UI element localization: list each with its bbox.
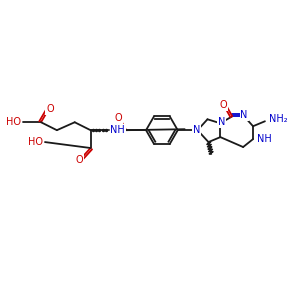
Text: NH: NH: [110, 125, 125, 135]
Text: NH: NH: [257, 134, 272, 144]
Text: O: O: [76, 155, 83, 165]
Text: N: N: [193, 125, 200, 135]
Text: O: O: [46, 104, 54, 114]
Text: NH₂: NH₂: [269, 114, 287, 124]
Text: N: N: [218, 117, 225, 127]
Text: HO: HO: [28, 137, 43, 147]
Text: HO: HO: [6, 117, 21, 127]
Text: N: N: [240, 110, 248, 120]
Text: O: O: [115, 113, 122, 123]
Text: O: O: [220, 100, 227, 110]
